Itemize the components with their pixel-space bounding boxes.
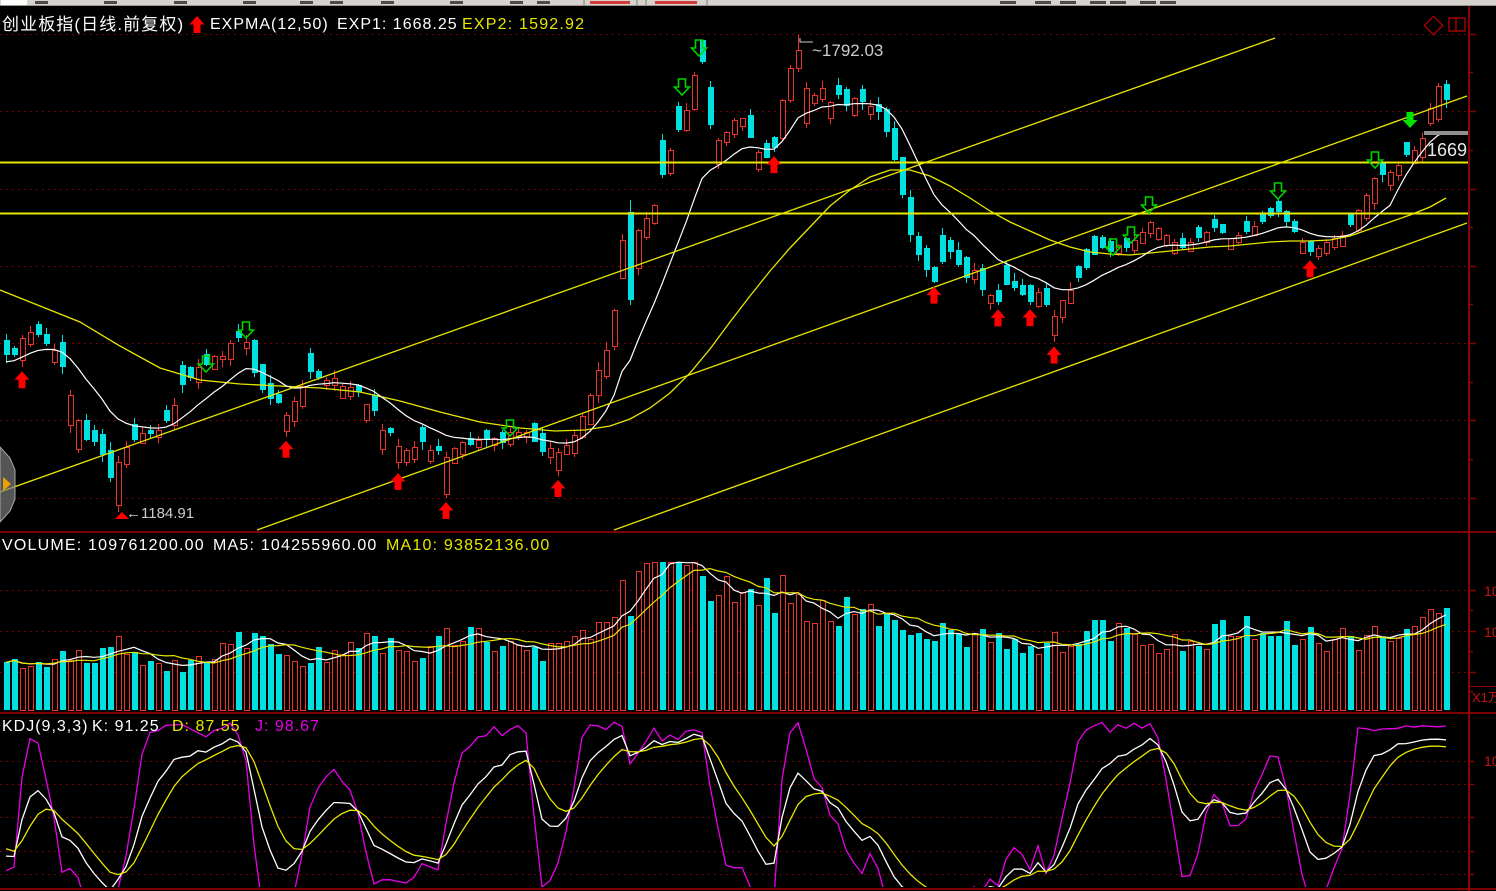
svg-text:←1184.91: ←1184.91: [126, 505, 194, 522]
svg-text:MA5: 104255960.00: MA5: 104255960.00: [213, 537, 378, 554]
svg-text:创业板指(日线.前复权): 创业板指(日线.前复权): [2, 15, 184, 34]
svg-text:J: 98.67: J: 98.67: [255, 718, 320, 735]
svg-text:D: 87.55: D: 87.55: [172, 718, 240, 735]
svg-text:EXP2: 1592.92: EXP2: 1592.92: [462, 16, 585, 33]
svg-text:MA10: 93852136.00: MA10: 93852136.00: [386, 537, 551, 554]
svg-text:1669: 1669: [1427, 140, 1467, 160]
svg-text:10: 10: [1484, 583, 1496, 599]
svg-text:VOLUME: 109761200.00: VOLUME: 109761200.00: [2, 537, 205, 554]
svg-text:10: 10: [1484, 753, 1496, 769]
svg-text:X1万: X1万: [1472, 690, 1496, 705]
svg-text:EXPMA(12,50): EXPMA(12,50): [210, 16, 329, 33]
svg-text:EXP1: 1668.25: EXP1: 1668.25: [337, 16, 458, 33]
svg-text:10: 10: [1484, 624, 1496, 640]
svg-text:~1792.03: ~1792.03: [812, 41, 883, 60]
svg-text:K: 91.25: K: 91.25: [92, 718, 160, 735]
svg-text:KDJ(9,3,3): KDJ(9,3,3): [2, 718, 88, 735]
